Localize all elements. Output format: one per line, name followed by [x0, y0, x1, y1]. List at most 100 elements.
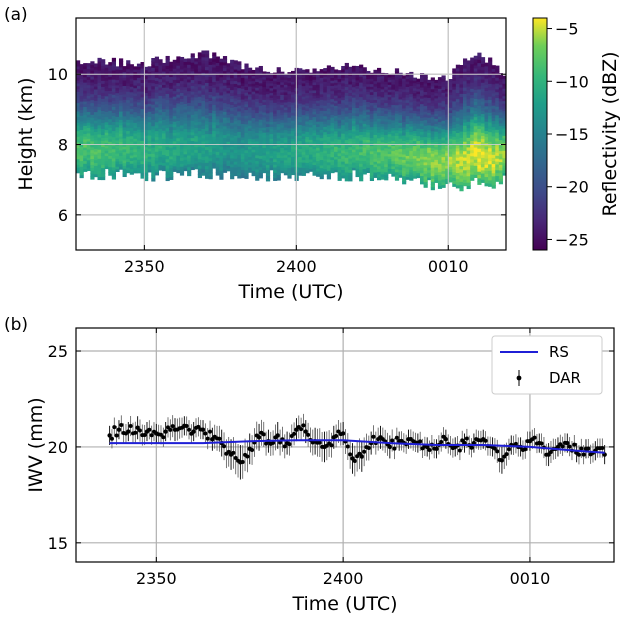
heatmap-cell: [179, 154, 185, 158]
heatmap-cell: [316, 142, 321, 146]
heatmap-cell: [136, 126, 142, 130]
heatmap-cell: [233, 109, 238, 113]
heatmap-cell: [269, 133, 274, 137]
heatmap-cell: [273, 137, 278, 141]
heatmap-cell: [283, 144, 289, 148]
heatmap-cell: [111, 145, 117, 150]
heatmap-cell: [330, 148, 335, 153]
heatmap-cell: [169, 123, 174, 128]
heatmap-cell: [452, 145, 457, 149]
heatmap-cell: [287, 167, 292, 171]
heatmap-cell: [244, 115, 249, 119]
heatmap-cell: [283, 106, 289, 111]
heatmap-cell: [83, 71, 88, 75]
heatmap-cell: [459, 80, 464, 85]
heatmap-cell: [477, 65, 482, 70]
heatmap-cell: [423, 99, 428, 104]
heatmap-cell: [377, 165, 382, 170]
heatmap-cell: [441, 81, 446, 85]
heatmap-cell: [323, 152, 328, 157]
heatmap-cell: [362, 77, 367, 82]
heatmap-cell: [495, 120, 500, 125]
heatmap-cell: [212, 64, 217, 68]
heatmap-cell: [179, 148, 185, 153]
heatmap-cell: [258, 130, 263, 134]
heatmap-cell: [480, 100, 486, 105]
heatmap-cell: [466, 178, 471, 183]
heatmap-cell: [409, 150, 414, 154]
heatmap-cell: [276, 81, 281, 85]
dar-point: [200, 427, 206, 432]
heatmap-cell: [119, 135, 124, 140]
dar-point: [168, 427, 173, 432]
heatmap-cell: [126, 96, 131, 101]
heatmap-cell: [430, 122, 435, 126]
heatmap-cell: [90, 126, 95, 130]
heatmap-cell: [283, 84, 289, 88]
heatmap-cell: [366, 144, 371, 148]
heatmap-cell: [316, 155, 321, 159]
heatmap-cell: [498, 89, 504, 94]
heatmap-cell: [101, 134, 106, 138]
heatmap-cell: [147, 95, 152, 99]
heatmap-cell: [362, 117, 367, 122]
heatmap-cell: [484, 62, 489, 67]
heatmap-cell: [262, 91, 267, 95]
heatmap-cell: [115, 163, 120, 167]
heatmap-cell: [334, 105, 339, 109]
heatmap-cell: [101, 86, 106, 90]
heatmap-cell: [491, 154, 496, 158]
heatmap-cell: [398, 104, 403, 108]
heatmap-cell: [491, 151, 496, 155]
heatmap-cell: [452, 100, 457, 105]
heatmap-cell: [101, 68, 106, 72]
heatmap-cell: [473, 174, 478, 178]
heatmap-cell: [373, 102, 378, 106]
heatmap-cell: [76, 91, 81, 95]
heatmap-cell: [287, 135, 292, 139]
heatmap-cell: [394, 101, 400, 106]
heatmap-cell: [215, 100, 220, 105]
heatmap-cell: [162, 162, 167, 166]
heatmap-cell: [459, 143, 464, 148]
heatmap-cell: [337, 116, 342, 121]
heatmap-cell: [448, 130, 453, 134]
heatmap-cell: [301, 138, 306, 142]
heatmap-cell: [76, 102, 81, 106]
heatmap-cell: [384, 150, 389, 154]
heatmap-cell: [169, 164, 174, 169]
heatmap-cell: [194, 88, 199, 92]
heatmap-cell: [237, 163, 242, 167]
heatmap-cell: [301, 164, 306, 168]
heatmap-cell: [348, 163, 353, 168]
heatmap-cell: [430, 94, 435, 98]
heatmap-cell: [122, 148, 127, 153]
heatmap-cell: [441, 159, 446, 163]
heatmap-cell: [197, 121, 203, 125]
heatmap-cell: [416, 172, 421, 176]
heatmap-cell: [498, 164, 504, 168]
heatmap-cell: [248, 122, 253, 126]
heatmap-cell: [409, 101, 414, 105]
heatmap-cell: [463, 163, 468, 168]
heatmap-cell: [248, 156, 253, 160]
heatmap-cell: [205, 165, 210, 170]
heatmap-cell: [351, 136, 357, 140]
heatmap-cell: [147, 153, 152, 157]
heatmap-cell: [265, 131, 271, 136]
heatmap-cell: [326, 79, 332, 83]
heatmap-cell: [308, 158, 314, 162]
heatmap-cell: [90, 131, 95, 136]
heatmap-cell: [176, 114, 181, 118]
heatmap-cell: [391, 135, 396, 139]
heatmap-cell: [101, 143, 106, 148]
heatmap-cell: [341, 147, 346, 151]
heatmap-cell: [377, 107, 382, 111]
heatmap-cell: [498, 169, 504, 174]
heatmap-cell: [495, 117, 500, 122]
heatmap-cell: [76, 65, 81, 70]
heatmap-cell: [273, 88, 278, 93]
heatmap-cell: [119, 155, 124, 159]
heatmap-cell: [222, 114, 228, 118]
heatmap-cell: [287, 133, 292, 137]
